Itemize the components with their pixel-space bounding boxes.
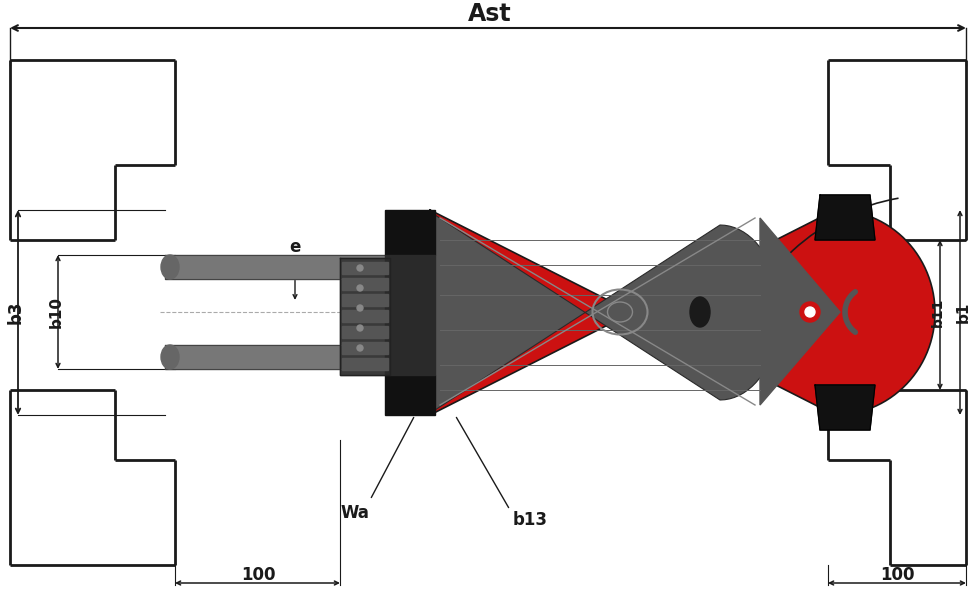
Polygon shape	[434, 215, 779, 410]
Text: 100: 100	[241, 566, 275, 584]
Text: b13: b13	[511, 511, 547, 529]
Ellipse shape	[689, 297, 709, 327]
Polygon shape	[341, 294, 387, 306]
Polygon shape	[165, 345, 394, 369]
Polygon shape	[341, 342, 387, 354]
Circle shape	[804, 307, 814, 317]
Circle shape	[357, 285, 363, 291]
Polygon shape	[341, 358, 387, 370]
Circle shape	[799, 302, 820, 322]
Text: b11: b11	[930, 298, 944, 327]
Polygon shape	[429, 210, 934, 415]
Polygon shape	[339, 258, 389, 375]
Text: Wa: Wa	[340, 504, 369, 522]
Polygon shape	[341, 326, 387, 338]
Text: b1: b1	[955, 301, 969, 323]
Polygon shape	[814, 385, 874, 430]
Text: 100: 100	[879, 566, 913, 584]
Text: b3: b3	[7, 300, 25, 324]
Polygon shape	[341, 278, 387, 290]
Polygon shape	[384, 210, 434, 255]
Polygon shape	[341, 262, 387, 274]
Text: e: e	[289, 238, 300, 256]
Circle shape	[357, 305, 363, 311]
Polygon shape	[814, 195, 874, 240]
Circle shape	[357, 265, 363, 271]
Circle shape	[357, 325, 363, 331]
Polygon shape	[165, 255, 394, 279]
Circle shape	[357, 345, 363, 351]
Text: b10: b10	[49, 296, 64, 328]
Polygon shape	[384, 255, 434, 375]
Polygon shape	[384, 375, 434, 415]
Text: Ast: Ast	[467, 2, 511, 26]
Polygon shape	[759, 218, 839, 405]
Ellipse shape	[160, 255, 179, 279]
Polygon shape	[341, 310, 387, 322]
Ellipse shape	[160, 345, 179, 369]
